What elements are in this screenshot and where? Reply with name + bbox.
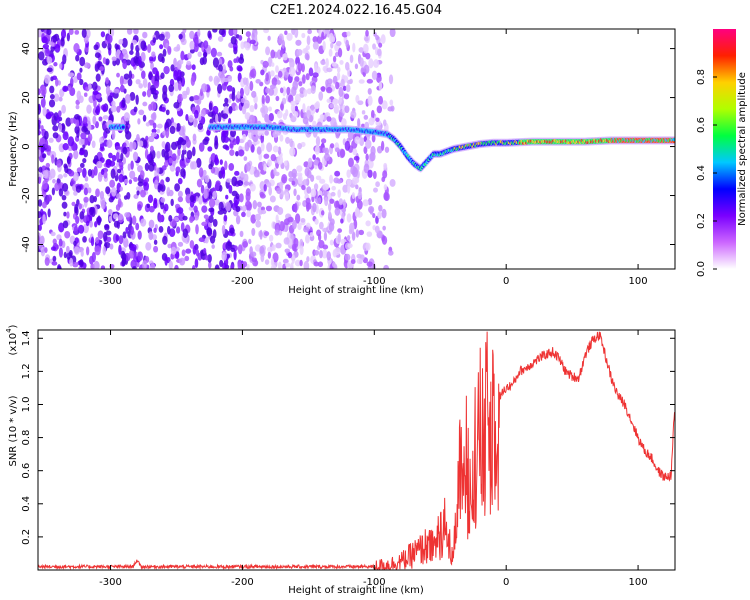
snr-x-tick-label: -100	[363, 577, 386, 588]
snr-plot-area	[38, 331, 675, 570]
spectrogram-noise	[38, 29, 396, 269]
spectrogram-y-tick-label: -20	[21, 187, 32, 203]
snr-x-tick-label: 0	[503, 577, 509, 588]
snr-y-tick-label: 1.2	[21, 363, 32, 379]
colorbar-tick-label: 0.8	[696, 69, 707, 85]
spectrogram-x-label: Height of straight line (km)	[288, 285, 424, 296]
colorbar-ticks: 0.0 0.2 0.4 0.6 0.8	[696, 69, 717, 277]
spectrogram-x-ticks: -300 -200 -100 0 100	[99, 29, 648, 287]
colorbar: 0.0 0.2 0.4 0.6 0.8 Normalized spectral ampl…	[696, 29, 748, 277]
spectrogram-ridge	[108, 122, 675, 173]
snr-y-tick-label: 1.0	[21, 397, 32, 413]
spectrogram-x-tick-label: 0	[503, 276, 509, 287]
colorbar-tick-label: 0.2	[696, 213, 707, 229]
snr-x-ticks: -300 -200 -100 0 100	[99, 330, 648, 588]
figure-title: C2E1.2024.022.16.45.G04	[270, 3, 442, 18]
snr-frame	[37, 329, 676, 571]
spectrogram-x-tick-label: 100	[629, 276, 648, 287]
snr-y-tick-label: 0.6	[21, 463, 32, 479]
snr-x-tick-label: 100	[629, 577, 648, 588]
spectrogram-y-tick-label: 0	[21, 143, 32, 149]
spectrogram-x-tick-label: -200	[231, 276, 254, 287]
snr-y-ticks: 0.2 0.4 0.6 0.8 1.0 1.2 1.4	[21, 330, 675, 545]
colorbar-tick-label: 0.0	[696, 261, 707, 277]
spectrogram-x-tick-label: -100	[363, 276, 386, 287]
snr-panel: -300 -200 -100 0 100 0.2 0.4 0.6 0.8 1.0 1.2 1.4 H…	[5, 324, 676, 596]
snr-y-tick-label: 0.8	[21, 430, 32, 446]
snr-y-tick-label: 0.2	[21, 529, 32, 545]
colorbar-tick-label: 0.4	[696, 165, 707, 181]
spectrogram-y-ticks: -40 -20 0 20 40	[21, 42, 675, 253]
spectrogram-y-tick-label: 20	[21, 91, 32, 104]
spectrogram-y-tick-label: -40	[21, 236, 32, 252]
snr-line	[38, 331, 675, 570]
snr-y-multiplier: (x104)	[5, 324, 19, 355]
colorbar-label: Normalized spectral amplitude	[737, 72, 748, 226]
spectrogram-x-tick-label: -300	[99, 276, 122, 287]
spectrogram-frame	[37, 28, 676, 270]
spectrogram-y-label: Frequency (Hz)	[8, 111, 19, 187]
spectrogram-plot-area	[38, 29, 675, 269]
snr-x-tick-label: -300	[99, 577, 122, 588]
spectrogram-y-tick-label: 40	[21, 42, 32, 55]
colorbar-tick-label: 0.6	[696, 117, 707, 133]
snr-y-tick-label: 1.4	[21, 330, 32, 346]
snr-y-label: SNR (10 * v/v)	[8, 395, 19, 466]
colorbar-gradient	[713, 29, 736, 269]
snr-x-tick-label: -200	[231, 577, 254, 588]
snr-x-label: Height of straight line (km)	[288, 585, 424, 596]
snr-y-tick-label: 0.4	[21, 496, 32, 512]
